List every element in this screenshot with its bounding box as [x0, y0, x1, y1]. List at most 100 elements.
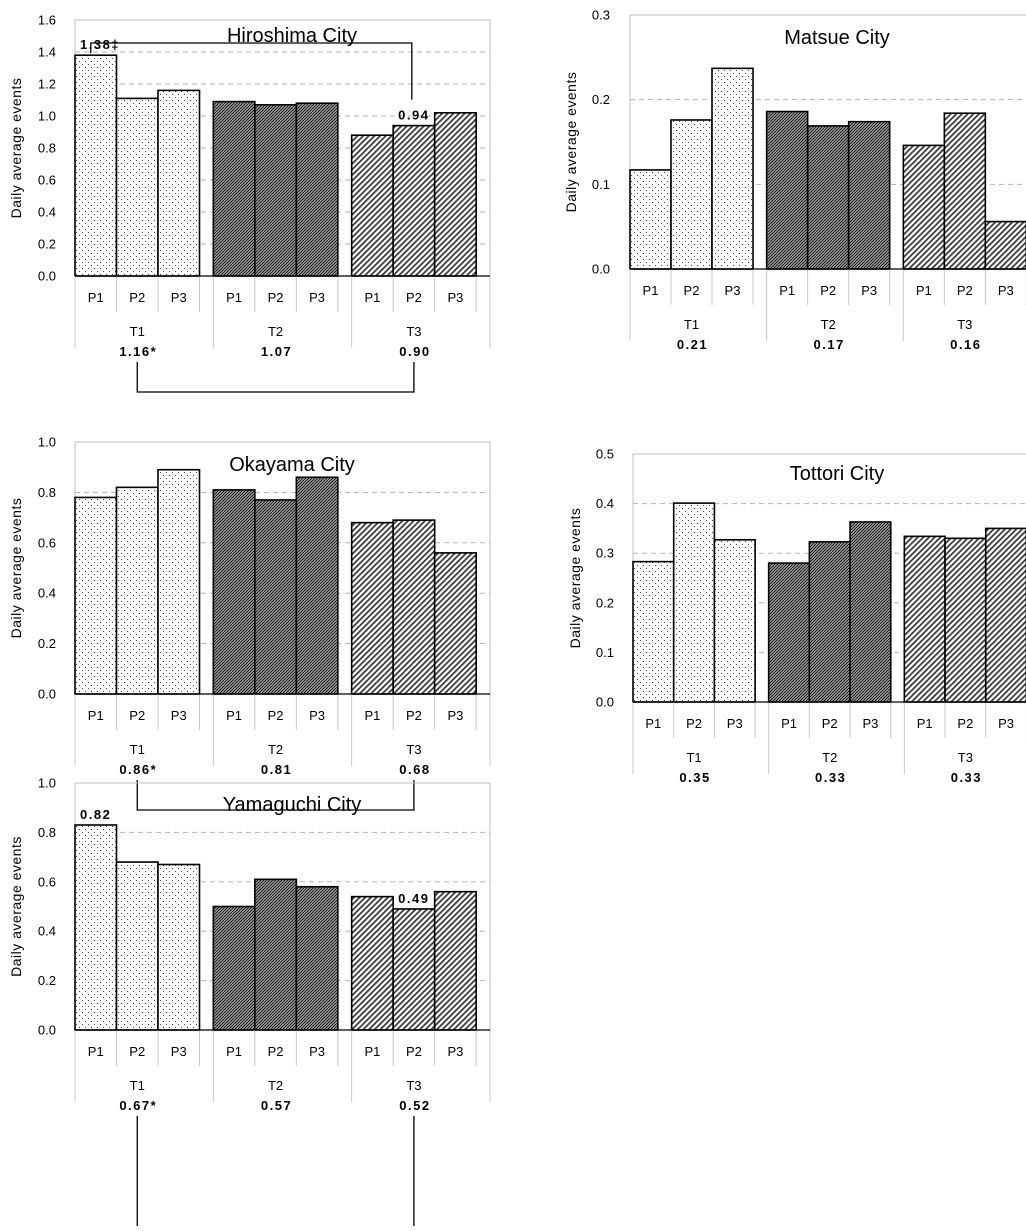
chart-panel-1: 0.0 0.2 0.4 0.6 0.8 1.0 1.2 1.4 1.6 Daily average… [8, 13, 491, 393]
bar-t2-p1 [212, 905, 256, 1031]
category-label: P1 [88, 290, 104, 305]
category-label: P2 [268, 290, 284, 305]
group-mean-label: 0.52 [399, 1098, 430, 1113]
group-label: T3 [958, 750, 973, 765]
category-label: P2 [684, 283, 700, 298]
bar-t3-p3 [433, 890, 477, 1031]
bar-t2-p3 [295, 102, 339, 277]
bar-t3-p3 [984, 527, 1026, 703]
y-tick-label: 1.0 [38, 776, 56, 791]
category-label: P2 [820, 283, 836, 298]
bar-t3-p2 [944, 537, 987, 703]
y-tick-label: 0.4 [38, 586, 56, 601]
bar-t2-p2 [254, 499, 298, 695]
category-label: P2 [268, 1044, 284, 1059]
y-tick-label: 0.6 [38, 874, 56, 889]
category-label: P3 [171, 708, 187, 723]
y-tick-label: 0.0 [38, 269, 56, 284]
group-label: T2 [822, 750, 837, 765]
category-label: P3 [309, 1044, 325, 1059]
bar-t3-p1 [902, 144, 946, 270]
group-mean-label: 0.81 [261, 762, 292, 777]
group-mean-label: 0.16 [950, 337, 981, 352]
chart-panel-5: 0.0 0.2 0.4 0.6 0.8 1.0 Daily average events P1… [8, 776, 491, 1226]
y-axis-label: Daily average events [8, 498, 24, 639]
group-mean-label: 0.67* [119, 1098, 157, 1113]
group-mean-label: 1.07 [261, 344, 292, 359]
category-label: P2 [129, 290, 145, 305]
group-label: T1 [684, 317, 699, 332]
bar-t3-p2 [392, 124, 436, 277]
bar-t1-p2 [115, 861, 159, 1031]
bar-t2-p1 [212, 489, 256, 695]
group-mean-label: 0.68 [399, 762, 430, 777]
chart-title: Okayama City [229, 454, 355, 476]
chart-panel-2: 0.0 0.1 0.2 0.3 Daily average events P1 P2 P3 T1… [563, 8, 1026, 352]
group-label: T3 [406, 1078, 421, 1093]
category-label: P2 [957, 716, 973, 731]
group-mean-label: 0.90 [399, 344, 430, 359]
category-label: P2 [268, 708, 284, 723]
group-mean-label: 0.35 [679, 770, 710, 785]
category-label: P2 [822, 716, 838, 731]
bar-t3-p2 [392, 908, 436, 1031]
bar-t3-p1 [350, 895, 394, 1031]
y-tick-label: 1.6 [38, 13, 56, 28]
bar-t1-p1 [632, 560, 675, 703]
y-tick-label: 0.6 [38, 535, 56, 550]
category-label: P2 [957, 283, 973, 298]
category-label: P2 [406, 708, 422, 723]
category-label: P3 [447, 290, 463, 305]
category-label: P1 [88, 708, 104, 723]
y-tick-label: 0.0 [38, 687, 56, 702]
bar-t2-p3 [847, 120, 891, 270]
category-label: P3 [862, 716, 878, 731]
y-tick-label: 0.2 [596, 595, 614, 610]
y-tick-label: 1.2 [38, 77, 56, 92]
bar-t1-p2 [670, 119, 713, 270]
category-label: P2 [686, 716, 702, 731]
bar-t3-p3 [433, 552, 477, 695]
category-label: P3 [727, 716, 743, 731]
bar-t1-p1 [629, 169, 672, 270]
y-tick-label: 0.2 [38, 973, 56, 988]
category-label: P1 [226, 708, 242, 723]
group-label: T1 [130, 1078, 145, 1093]
category-label: P1 [364, 290, 380, 305]
bar-t3-p2 [392, 519, 436, 695]
category-label: P3 [998, 716, 1014, 731]
category-label: P3 [171, 290, 187, 305]
group-label: T3 [957, 317, 972, 332]
y-tick-label: 0.6 [38, 173, 56, 188]
bar-t1-p2 [115, 97, 159, 277]
category-label: P1 [643, 283, 659, 298]
group-mean-label: 0.17 [814, 337, 845, 352]
significance-bracket-bottom [136, 1116, 415, 1226]
bar-t3-p3 [433, 112, 477, 277]
significance-bracket-bottom [136, 362, 415, 393]
y-tick-label: 0.5 [596, 447, 614, 462]
bar-t3-p1 [350, 134, 394, 277]
bar-t3-p2 [943, 112, 987, 270]
y-tick-label: 1.4 [38, 45, 56, 60]
bar-t2-p1 [767, 562, 811, 703]
bar-t2-p3 [295, 476, 339, 695]
chart-title: Yamaguchi City [223, 794, 362, 816]
bar-t2-p2 [254, 104, 298, 277]
y-tick-label: 0.8 [38, 825, 56, 840]
y-tick-label: 0.3 [596, 546, 614, 561]
y-tick-label: 0.3 [592, 8, 610, 23]
y-tick-label: 0.0 [592, 262, 610, 277]
y-tick-label: 1.0 [38, 109, 56, 124]
group-mean-label: 0.33 [951, 770, 982, 785]
category-label: P1 [364, 1044, 380, 1059]
group-mean-label: 0.86* [119, 762, 157, 777]
category-label: P3 [171, 1044, 187, 1059]
y-axis-label: Daily average events [567, 508, 583, 649]
bar-t1-p1 [74, 824, 118, 1031]
y-tick-label: 0.1 [596, 645, 614, 660]
y-tick-label: 0.0 [596, 695, 614, 710]
group-mean-label: 0.57 [261, 1098, 292, 1113]
chart-title: Hiroshima City [227, 25, 357, 47]
category-label: P2 [406, 290, 422, 305]
